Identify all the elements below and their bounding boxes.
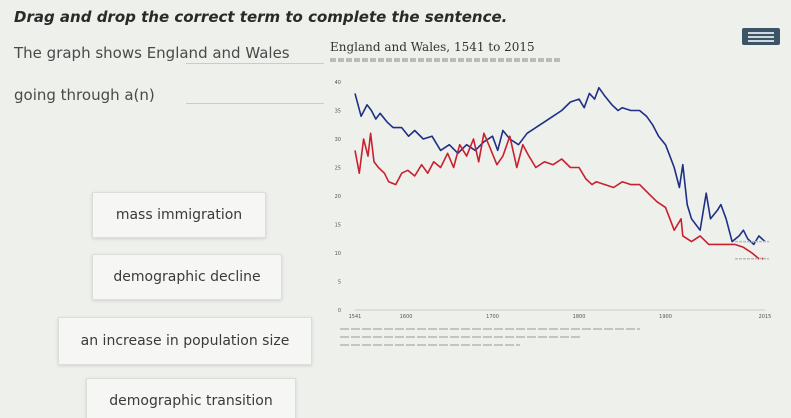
drop-zone-answer[interactable] [186,103,324,104]
option-label: demographic transition [109,393,273,409]
y-tick-label: 10 [335,251,341,257]
x-tick-label: 1541 [349,314,362,320]
option-label: mass immigration [115,207,243,223]
x-tick-label: 1900 [659,314,672,320]
sentence-part-1: The graph shows England and Wales [14,44,290,62]
drop-zone-1[interactable] [186,63,324,64]
option-label: demographic decline [113,269,261,285]
y-tick-label: 20 [335,194,341,200]
x-tick-label: 1700 [486,314,499,320]
x-tick-label: 2015 [759,314,772,320]
chart-source-notes [340,328,640,373]
option-label: an increase in population size [80,333,290,349]
y-tick-label: 25 [335,166,341,172]
y-tick-label: 35 [335,109,341,115]
option-population-increase[interactable]: an increase in population size [58,317,312,365]
option-mass-immigration[interactable]: mass immigration [92,192,266,238]
sentence-part-2: going through a(n) [14,86,155,104]
y-tick-label: 15 [335,223,341,229]
chart-subtitle [330,58,560,62]
y-tick-label: 30 [335,137,341,143]
option-demographic-decline[interactable]: demographic decline [92,254,282,300]
y-tick-label: 0 [338,308,341,314]
death-rate-line [354,132,765,260]
publisher-logo-icon [742,28,780,45]
x-tick-label: 1800 [573,314,586,320]
x-tick-label: 1600 [400,314,413,320]
population-chart: 0 5 10 15 20 25 30 35 40 1541 1600 1700 1800 1900 2015 [335,80,772,320]
y-tick-label: 5 [338,280,341,286]
question-prompt: Drag and drop the correct term to comple… [14,8,508,26]
chart-title: England and Wales, 1541 to 2015 [330,40,535,54]
birth-rate-line [354,86,766,246]
option-demographic-transition[interactable]: demographic transition [86,378,296,418]
y-tick-label: 40 [335,80,341,86]
